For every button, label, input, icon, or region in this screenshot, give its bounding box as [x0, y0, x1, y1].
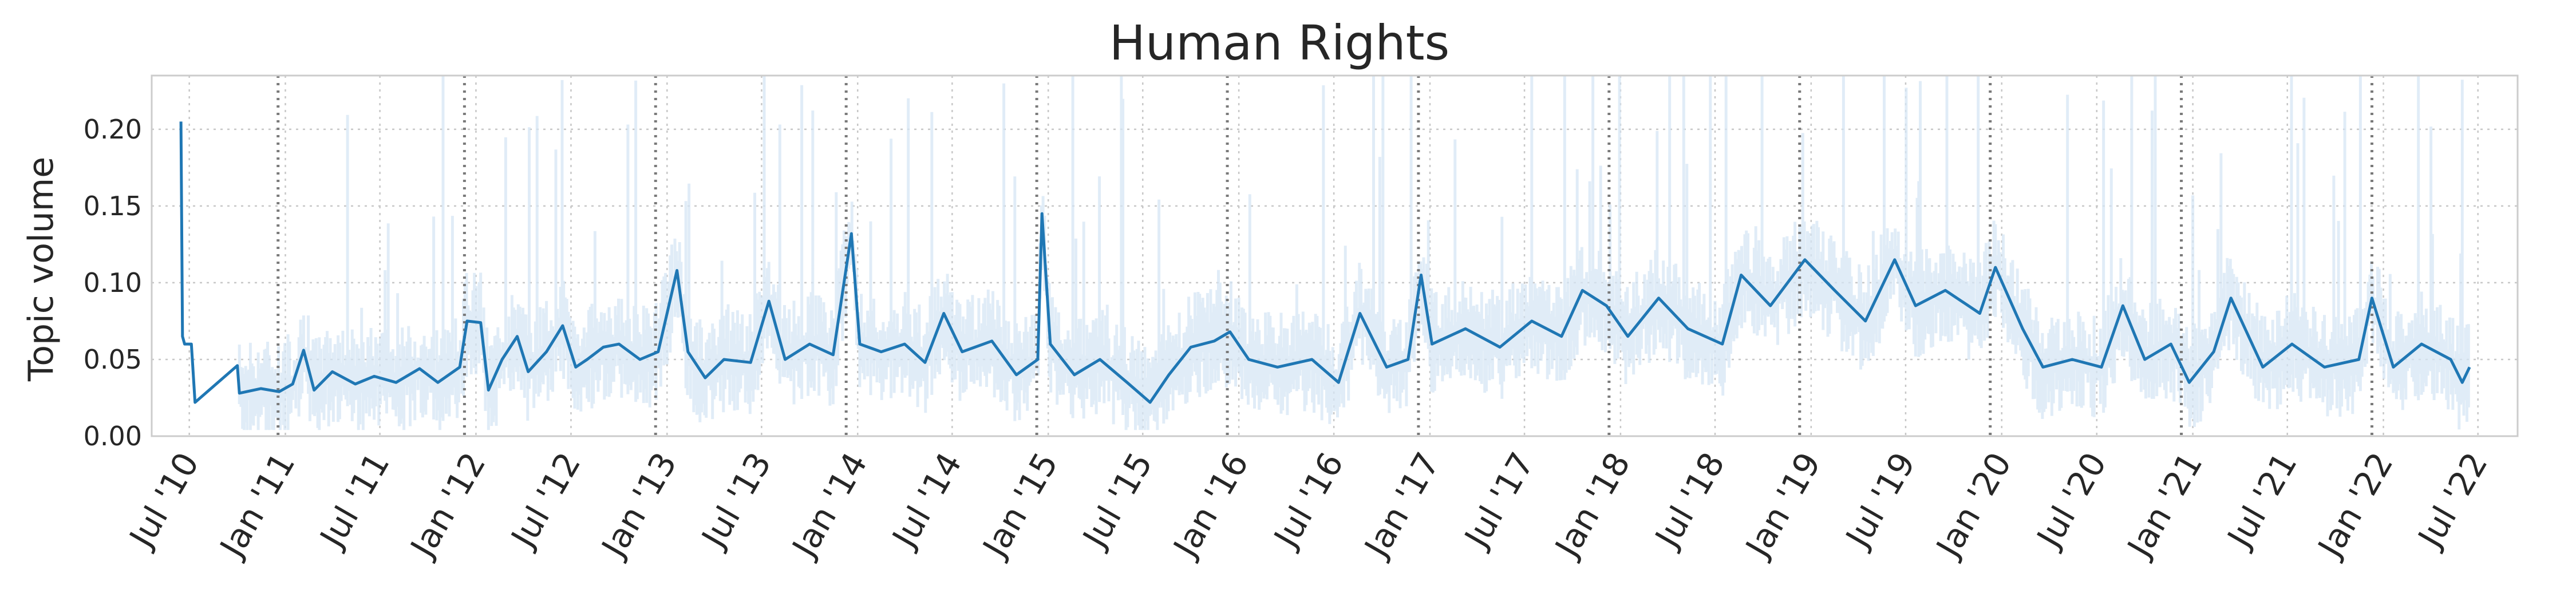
series-line-layer [179, 121, 2471, 404]
chart-title: Human Rights [1109, 15, 1450, 71]
x-tick-label: Jul '11 [311, 446, 397, 555]
y-tick-label: 0.05 [84, 344, 142, 375]
x-tick-label: Jan '12 [402, 446, 493, 565]
x-tick-label: Jan '11 [211, 446, 302, 565]
series-line [179, 121, 2471, 404]
y-tick-label: 0.00 [84, 421, 142, 452]
x-tick-label: Jul '12 [503, 446, 588, 555]
x-tick-label: Jul '19 [1838, 446, 1923, 555]
x-tick-label: Jul '20 [2028, 446, 2113, 555]
x-tick-label: Jul '10 [121, 446, 206, 555]
x-tick-label: Jan '15 [974, 446, 1065, 565]
y-ticks: 0.00 0.05 0.10 0.15 0.20 [84, 114, 142, 452]
plot-frame [151, 74, 2519, 437]
x-tick-label: Jul '16 [1266, 446, 1351, 555]
grid-layer [152, 76, 2518, 437]
x-tick-label: Jul '17 [1456, 446, 1542, 555]
x-tick-label: Jul '15 [1074, 446, 1160, 555]
x-tick-label: Jan '20 [1928, 446, 2019, 565]
y-axis-label: Topic volume [21, 157, 61, 382]
x-tick-label: Jul '22 [2409, 446, 2495, 555]
event-markers [276, 76, 2374, 436]
x-tick-label: Jan '17 [1356, 446, 1447, 565]
x-tick-label: Jul '13 [693, 446, 779, 555]
x-tick-label: Jan '19 [1737, 446, 1828, 565]
x-ticks: Jul '10 Jan '11 Jul '11 Jan '12 Jul '12 Jan '… [121, 446, 2495, 565]
x-tick-label: Jul '18 [1647, 446, 1732, 555]
x-tick-label: Jan '21 [2119, 446, 2210, 565]
y-tick-label: 0.20 [84, 114, 142, 145]
x-tick-label: Jan '18 [1547, 446, 1638, 565]
x-tick-label: Jan '22 [2310, 446, 2401, 565]
x-tick-label: Jan '14 [784, 446, 875, 565]
y-tick-label: 0.15 [84, 191, 142, 222]
x-tick-label: Jul '14 [884, 446, 969, 555]
y-tick-label: 0.10 [84, 267, 142, 298]
x-tick-label: Jul '21 [2219, 446, 2304, 555]
x-tick-label: Jan '13 [593, 446, 684, 565]
x-tick-label: Jan '16 [1165, 446, 1256, 565]
